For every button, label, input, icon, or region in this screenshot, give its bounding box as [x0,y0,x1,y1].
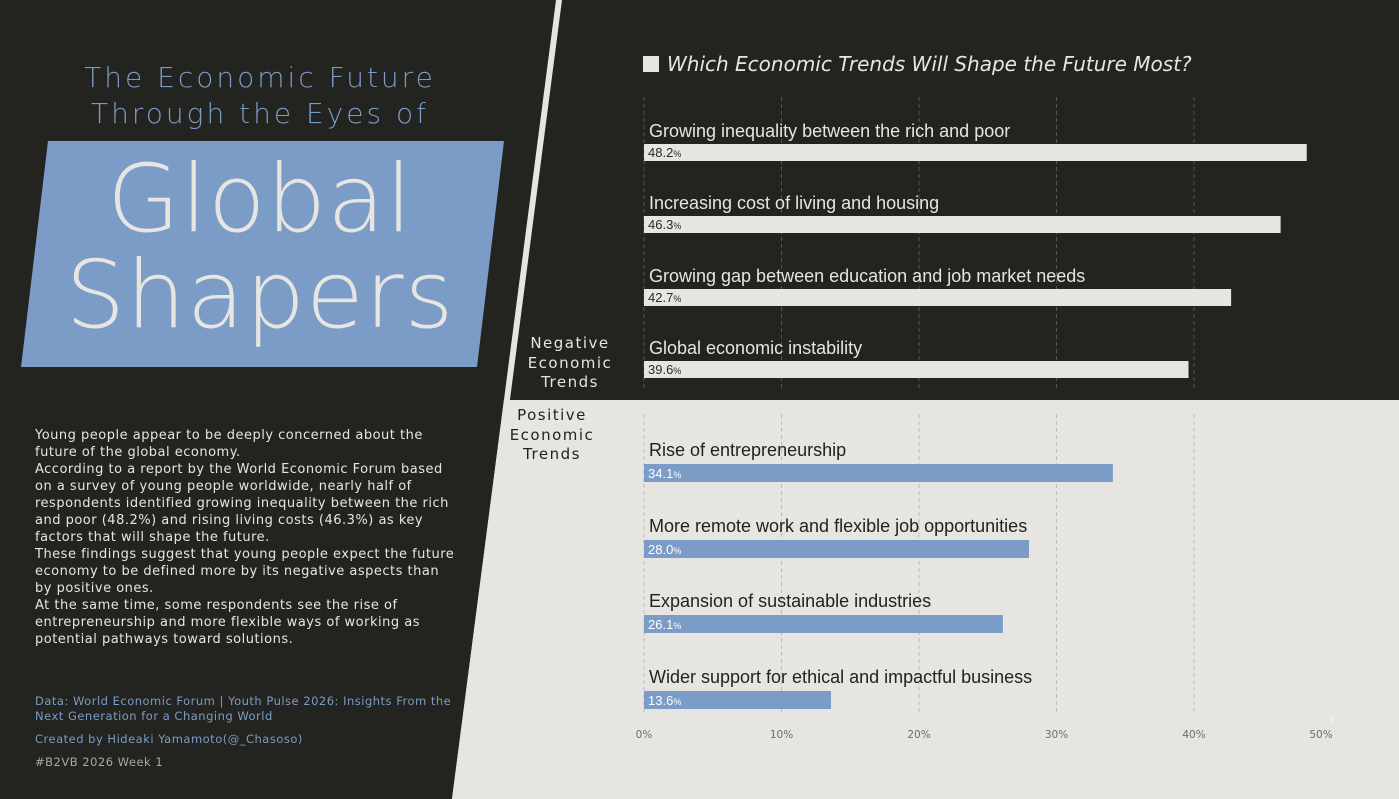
value-suffix: % [673,470,681,480]
value-suffix: % [673,294,681,304]
bar-category-label: Rise of entrepreneurship [649,440,846,460]
credits: Data: World Economic Forum | Youth Pulse… [35,694,455,770]
data-source: Data: World Economic Forum | Youth Pulse… [35,694,452,723]
page-title: Global Shapers [40,152,480,344]
group-label-line: Economic [527,353,613,372]
group-label-negative: Negative Economic Trends [520,334,620,393]
group-label-positive: Positive Economic Trends [502,406,602,465]
bar [644,216,1281,233]
bar [644,361,1189,378]
value-suffix: % [673,697,681,707]
title-parallelogram [21,141,504,367]
bar-value-label: 28.0% [648,542,681,557]
chart-title: Which Economic Trends Will Shape the Fut… [643,52,1192,76]
bar-value-label: 48.2% [648,145,681,160]
bar-category-label: More remote work and flexible job opport… [649,516,1027,536]
page-subtitle: The Economic Future Through the Eyes of [60,60,460,132]
group-label-line: Trends [523,445,581,463]
bar-category-label: Increasing cost of living and housing [649,193,939,213]
bar [644,144,1307,161]
bar [644,540,1029,558]
value-suffix: % [673,149,681,159]
bar-value-label: 34.1% [648,466,681,481]
x-tick-label: 40% [1182,729,1205,741]
description-paragraph: According to a report by the World Econo… [35,462,449,545]
description-paragraph: At the same time, some respondents see t… [35,598,420,647]
chart-title-text: Which Economic Trends Will Shape the Fut… [667,52,1192,76]
group-label-line: Positive [517,406,587,424]
title-line-1: Global [107,145,413,254]
group-label-line: Negative [530,334,610,352]
group-label-line: Economic [509,425,595,444]
bar-category-label: Growing inequality between the rich and … [649,121,1010,141]
bar [644,615,1003,633]
title-line-2: Shapers [65,241,455,350]
bar-category-label: Wider support for ethical and impactful … [649,667,1032,687]
subtitle-line-2: Through the Eyes of [91,97,429,130]
bar-value-label: 13.6% [648,693,681,708]
bar-category-label: Global economic instability [649,338,862,358]
description-paragraph: These findings suggest that young people… [35,547,455,596]
bar [644,464,1113,482]
x-tick-label: 10% [770,729,793,741]
value-suffix: % [673,546,681,556]
bar-category-label: Expansion of sustainable industries [649,591,931,611]
group-label-line: Trends [541,373,599,391]
description: Young people appear to be deeply concern… [35,427,460,648]
description-paragraph: Young people appear to be deeply concern… [35,428,423,460]
x-tick-label: 50% [1309,729,1332,741]
value-suffix: % [673,621,681,631]
x-tick-label: 0% [636,729,653,741]
title-square-icon [643,56,659,72]
bar [644,691,831,709]
bar-value-label: 46.3% [648,217,681,232]
value-suffix: % [673,366,681,376]
value-suffix: % [673,221,681,231]
bar-value-label: 39.6% [648,362,681,377]
diagonal-stripe [452,0,562,799]
author-credit: Created by Hideaki Yamamoto(@_Chasoso) [35,732,303,746]
bar-category-label: Growing gap between education and job ma… [649,266,1085,286]
bar-value-label: 26.1% [648,617,681,632]
hashtag: #B2VB 2026 Week 1 [35,755,164,769]
bar-value-label: 42.7% [648,290,681,305]
x-tick-label: 30% [1045,729,1068,741]
bar [644,289,1232,306]
x-tick-label: 20% [907,729,930,741]
subtitle-line-1: The Economic Future [84,61,436,94]
